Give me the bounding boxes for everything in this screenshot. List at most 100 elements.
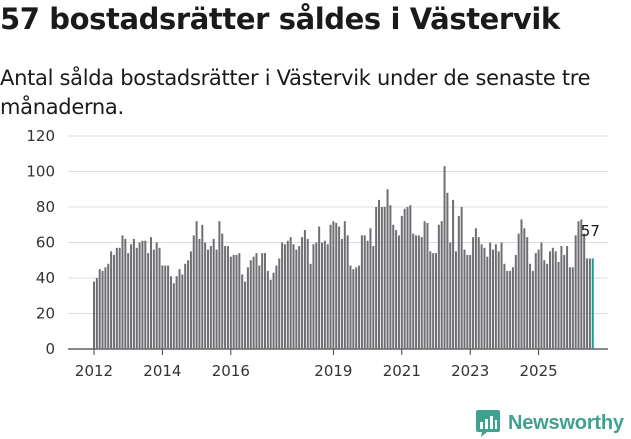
bar [258, 265, 261, 349]
bar [98, 269, 101, 350]
bar [583, 233, 586, 350]
bar [372, 246, 375, 349]
bar [358, 265, 361, 349]
bar [189, 251, 192, 350]
bar [400, 215, 403, 350]
bar [452, 199, 455, 349]
bar [261, 253, 264, 349]
bar [417, 235, 420, 349]
bar [329, 224, 332, 349]
bar [577, 221, 580, 349]
bar [167, 265, 170, 349]
bar [472, 237, 475, 349]
bar [118, 247, 121, 349]
bar [406, 207, 409, 349]
bar [318, 226, 321, 349]
bar [315, 242, 318, 349]
x-tick-label: 2023 [451, 362, 489, 380]
bar [309, 263, 312, 349]
bar [246, 267, 249, 349]
bar [192, 235, 195, 349]
bar [443, 166, 446, 349]
bar [132, 238, 135, 349]
bar [115, 247, 118, 349]
bar [369, 228, 372, 349]
bar [352, 269, 355, 350]
bar [432, 253, 435, 349]
bar [454, 251, 457, 350]
bar [514, 254, 517, 349]
bar [338, 226, 341, 349]
bar [420, 237, 423, 349]
bar [312, 244, 315, 349]
bar [269, 279, 272, 349]
bar [306, 238, 309, 349]
bar [511, 267, 514, 349]
bar [138, 242, 141, 349]
bar [503, 263, 506, 349]
bar [363, 235, 366, 349]
bar [517, 233, 520, 350]
bar [486, 256, 489, 349]
bar [520, 219, 523, 349]
x-tick-label: 2016 [212, 362, 250, 380]
bar [531, 270, 534, 349]
bar [435, 253, 437, 349]
y-tick-label: 120 [26, 127, 55, 145]
bar [175, 276, 178, 349]
bar [238, 253, 241, 349]
bar [343, 221, 346, 349]
bar [164, 265, 167, 349]
bar [152, 249, 155, 349]
bar [563, 254, 566, 349]
bar [226, 246, 229, 349]
bar [264, 253, 266, 349]
bar [184, 263, 187, 349]
bar [298, 246, 301, 349]
bar [509, 270, 512, 349]
bar [500, 242, 503, 349]
bar [229, 256, 232, 349]
bar [540, 242, 543, 349]
bar [349, 265, 352, 349]
bar [121, 235, 124, 349]
bar [494, 244, 497, 349]
x-tick-label: 2014 [143, 362, 181, 380]
bar [380, 207, 383, 349]
bar [266, 270, 269, 349]
bar [135, 247, 138, 349]
bar [429, 251, 432, 350]
y-tick-label: 20 [36, 305, 55, 323]
bar [201, 224, 204, 349]
bar [95, 278, 98, 349]
y-tick-label: 100 [26, 163, 55, 181]
bar [366, 240, 369, 349]
bar [355, 267, 358, 349]
bar [112, 254, 115, 349]
bar [551, 247, 554, 349]
bar [104, 267, 107, 349]
bar [249, 260, 252, 349]
bar [466, 254, 469, 349]
bar [147, 253, 150, 349]
y-tick-label: 40 [36, 269, 55, 287]
bar [506, 270, 509, 349]
bar [440, 221, 443, 349]
bar [415, 235, 418, 349]
bar [557, 262, 560, 349]
chart-title: 57 bostadsrätter såldes i Västervik [0, 2, 560, 36]
bar [289, 237, 292, 349]
bar [141, 240, 144, 349]
bar [207, 249, 209, 349]
bar [124, 238, 127, 349]
bar [566, 246, 569, 349]
bar [375, 207, 378, 349]
bar [178, 269, 181, 350]
bar [397, 235, 400, 349]
bar [218, 221, 221, 349]
bar [161, 265, 164, 349]
bar [169, 276, 172, 349]
bar [534, 253, 537, 349]
bar [275, 265, 278, 349]
